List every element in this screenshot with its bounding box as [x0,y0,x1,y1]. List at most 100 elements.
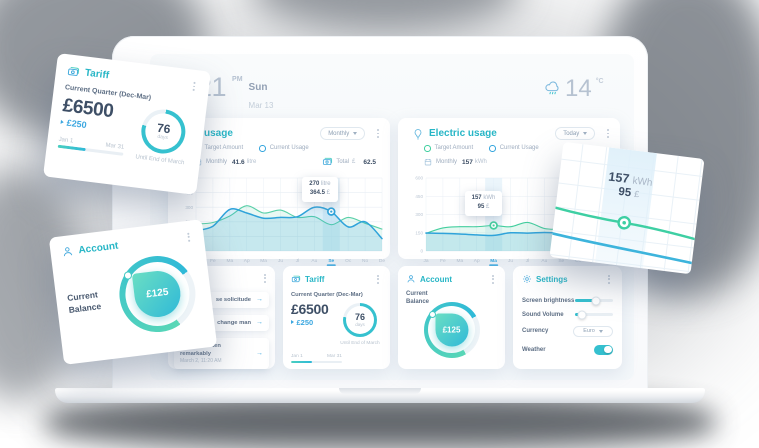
water-usage-card: usage Monthly Target Amount Current Usag… [168,118,390,266]
balance-drop-icon: £125 [131,267,184,320]
balance-gauge: £125 [115,251,200,336]
kebab-menu-icon[interactable] [489,273,497,286]
electric-card-title: Electric usage [429,128,497,139]
arrow-right-icon[interactable]: → [256,349,263,357]
account-card: Account Current Balance £125 [398,266,505,369]
x-axis-label[interactable]: Ma [456,258,463,264]
balance-gauge: £125 [423,301,480,358]
calendar-icon [424,158,432,166]
x-axis-label[interactable]: Au [311,258,317,264]
legend-current-usage[interactable]: Current Usage [489,145,539,152]
tariff-caption: Until End of March [340,340,380,346]
balance-drop-icon: £125 [435,313,468,347]
target-series-line [195,204,383,230]
kebab-menu-icon[interactable] [374,127,382,140]
x-axis-label-active[interactable]: Ma [490,258,497,264]
floating-tariff-card: Tariff Current Quarter (Dec-Mar) £6500 £… [43,53,211,195]
date: Mar 13 [248,101,274,110]
x-axis-label[interactable]: Se [558,258,564,264]
kebab-menu-icon[interactable] [261,272,269,285]
x-axis-label[interactable]: Ja [423,258,428,264]
floating-chart-fragment: 157 kWh 95 £ [549,141,705,275]
notification-timestamp: March 2, 11:20 AM [180,358,222,365]
temperature-value: 14 [565,75,592,102]
settings-card: Settings Screen brightness Sound Volume … [513,266,622,369]
x-axis-label[interactable]: Fe [440,258,446,264]
y-axis-tick: 0 [420,248,423,253]
laptop-notch [339,388,421,394]
delta-arrow-icon [291,320,294,325]
kebab-menu-icon[interactable] [605,273,613,286]
arrow-right-icon[interactable]: → [256,296,263,304]
chevron-down-icon [353,132,358,135]
tariff-delta: £250 [291,318,328,327]
x-axis-label[interactable]: Oc [345,258,352,264]
electric-chart-tooltip: 157 kWh 95 £ [464,190,503,216]
water-range-dropdown[interactable]: Monthly [320,127,366,140]
x-axis-label[interactable]: Ju [508,258,513,264]
laptop-base [55,388,705,403]
x-axis-label[interactable]: Ap [474,258,480,264]
legend-target-amount[interactable]: Target Amount [424,145,473,152]
target-dot-icon [424,145,431,152]
tariff-title: Tariff [305,274,325,284]
water-total: Total £ 62.5 [322,156,378,169]
balance-label: Current Balance [406,290,430,305]
chevron-down-icon [598,329,603,333]
x-axis-label[interactable]: Ap [244,258,250,264]
tariff-amount: £6500 [291,300,329,317]
target-series-area [196,205,382,251]
weather-widget: 14 °C [544,77,604,102]
legend-current-usage[interactable]: Current Usage [259,145,309,152]
kebab-menu-icon[interactable] [190,80,199,93]
y-axis-tick: 450 [415,193,423,198]
brightness-slider[interactable] [575,296,613,306]
y-axis-tick: 300 [185,204,193,209]
tariff-progress-bar [291,360,342,364]
x-axis-label[interactable]: Ma [226,258,233,264]
current-series-line [195,205,383,239]
kebab-menu-icon[interactable] [374,273,382,286]
volume-label: Sound Volume [522,311,564,318]
x-axis-label[interactable]: Au [541,258,547,264]
money-icon [66,64,80,78]
weather-toggle[interactable] [594,344,613,355]
account-title: Account [77,240,119,257]
tariff-card: Tariff Current Quarter (Dec-Mar) £6500 £… [283,266,390,369]
tariff-title: Tariff [84,67,110,82]
chevron-down-icon [583,132,588,135]
money-icon [291,274,301,284]
weekday: Sun [248,82,268,93]
person-icon [61,245,74,258]
x-axis-label[interactable]: Jl [526,258,529,264]
kebab-menu-icon[interactable] [184,230,193,243]
volume-slider[interactable] [575,310,613,320]
current-series-area [196,206,382,251]
kebab-menu-icon[interactable] [604,127,612,140]
x-axis-label[interactable]: Jl [296,258,299,264]
brightness-label: Screen brightness [522,297,575,304]
range-start: Jan 1 [291,353,303,359]
x-axis-label-active[interactable]: Se [328,258,334,264]
time-meridiem: PM [232,76,243,83]
balance-label: Current Balance [66,289,102,315]
water-chart-area: 5004003002001000JaFeMaApMaJuJlAuSeOcNoDe… [178,170,385,268]
arrow-right-icon[interactable]: → [256,319,263,327]
y-axis-tick: 150 [415,230,423,235]
currency-dropdown[interactable]: Euro [573,325,613,337]
balance-value: £125 [145,286,170,301]
x-axis-label[interactable]: Ju [278,258,283,264]
x-axis-label[interactable]: No [362,258,368,264]
settings-title: Settings [536,274,568,284]
x-axis-label[interactable]: De [379,258,385,264]
x-axis-label[interactable]: Ma [260,258,267,264]
electric-range-dropdown[interactable]: Today [555,127,596,140]
person-icon [406,274,416,284]
notification-item[interactable]: Indulgence ten remarkably March 2, 11:20… [174,337,269,370]
x-axis-label[interactable]: Fe [210,258,216,264]
fragment-lines [549,205,698,265]
tariff-period: Current Quarter (Dec-Mar) [291,291,363,298]
laptop-base-shadow [45,396,715,448]
money-icon [322,156,333,169]
